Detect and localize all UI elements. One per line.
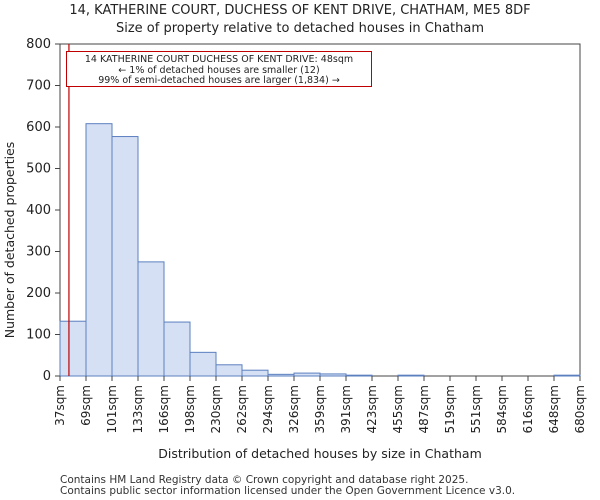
annotation-box: 14 KATHERINE COURT DUCHESS OF KENT DRIVE… bbox=[66, 51, 372, 87]
y-tick-label-1: 100 bbox=[26, 328, 51, 343]
y-axis-label: Number of detached properties bbox=[2, 142, 17, 339]
x-tick-label-14: 487sqm bbox=[417, 385, 431, 433]
x-tick-label-20: 680sqm bbox=[573, 385, 587, 433]
x-tick-label-5: 198sqm bbox=[183, 385, 197, 433]
annotation-line-2: ← 1% of detached houses are smaller (12) bbox=[118, 64, 320, 76]
y-tick-label-2: 200 bbox=[26, 286, 51, 301]
bar-5 bbox=[189, 351, 217, 377]
chart-title: 14, KATHERINE COURT, DUCHESS OF KENT DRI… bbox=[69, 3, 531, 18]
y-tick-label-4: 400 bbox=[26, 203, 51, 218]
footer-line-2: Contains public sector information licen… bbox=[60, 485, 516, 497]
x-tick-label-11: 391sqm bbox=[339, 385, 353, 433]
x-tick-label-7: 262sqm bbox=[235, 385, 249, 433]
x-axis-label: Distribution of detached houses by size … bbox=[158, 446, 482, 461]
y-tick-label-6: 600 bbox=[26, 120, 51, 135]
x-tick-label-3: 133sqm bbox=[131, 385, 145, 433]
bar-9 bbox=[293, 372, 321, 377]
bar-10 bbox=[319, 373, 347, 377]
annotation-line-1: 14 KATHERINE COURT DUCHESS OF KENT DRIVE… bbox=[84, 54, 354, 65]
x-tick-label-1: 69sqm bbox=[79, 385, 93, 426]
bar-13 bbox=[397, 374, 425, 377]
bar-3 bbox=[137, 261, 165, 377]
bar-8 bbox=[267, 373, 295, 377]
x-tick-label-0: 37sqm bbox=[53, 385, 67, 426]
bar-7 bbox=[241, 369, 269, 377]
x-tick-label-13: 455sqm bbox=[391, 385, 405, 433]
x-tick-label-4: 166sqm bbox=[157, 385, 171, 433]
bar-1 bbox=[85, 123, 113, 377]
x-tick-label-10: 359sqm bbox=[313, 385, 327, 433]
x-tick-label-15: 519sqm bbox=[443, 385, 457, 433]
x-tick-label-19: 648sqm bbox=[547, 385, 561, 433]
x-tick-label-17: 584sqm bbox=[495, 385, 509, 433]
y-tick-label-5: 500 bbox=[26, 162, 51, 177]
x-tick-label-6: 230sqm bbox=[209, 385, 223, 433]
bar-0 bbox=[59, 320, 87, 377]
y-tick-label-3: 300 bbox=[26, 245, 51, 260]
x-tick-label-8: 294sqm bbox=[261, 385, 275, 433]
x-tick-label-12: 423sqm bbox=[365, 385, 379, 433]
bar-11 bbox=[345, 374, 373, 377]
x-tick-label-18: 616sqm bbox=[521, 385, 535, 433]
bar-2 bbox=[111, 136, 139, 377]
bar-19 bbox=[553, 374, 581, 377]
x-tick-label-2: 101sqm bbox=[105, 385, 119, 433]
y-tick-label-0: 0 bbox=[43, 369, 51, 384]
footer-line-1: Contains HM Land Registry data © Crown c… bbox=[60, 474, 469, 486]
annotation-line-3: 99% of semi-detached houses are larger (… bbox=[98, 75, 340, 86]
bar-6 bbox=[215, 364, 243, 377]
chart-subtitle: Size of property relative to detached ho… bbox=[115, 21, 485, 36]
x-tick-label-9: 326sqm bbox=[287, 385, 301, 433]
y-tick-label-8: 800 bbox=[26, 37, 51, 52]
x-tick-label-16: 551sqm bbox=[469, 385, 483, 433]
bar-4 bbox=[163, 321, 191, 377]
y-tick-label-7: 700 bbox=[26, 79, 51, 94]
